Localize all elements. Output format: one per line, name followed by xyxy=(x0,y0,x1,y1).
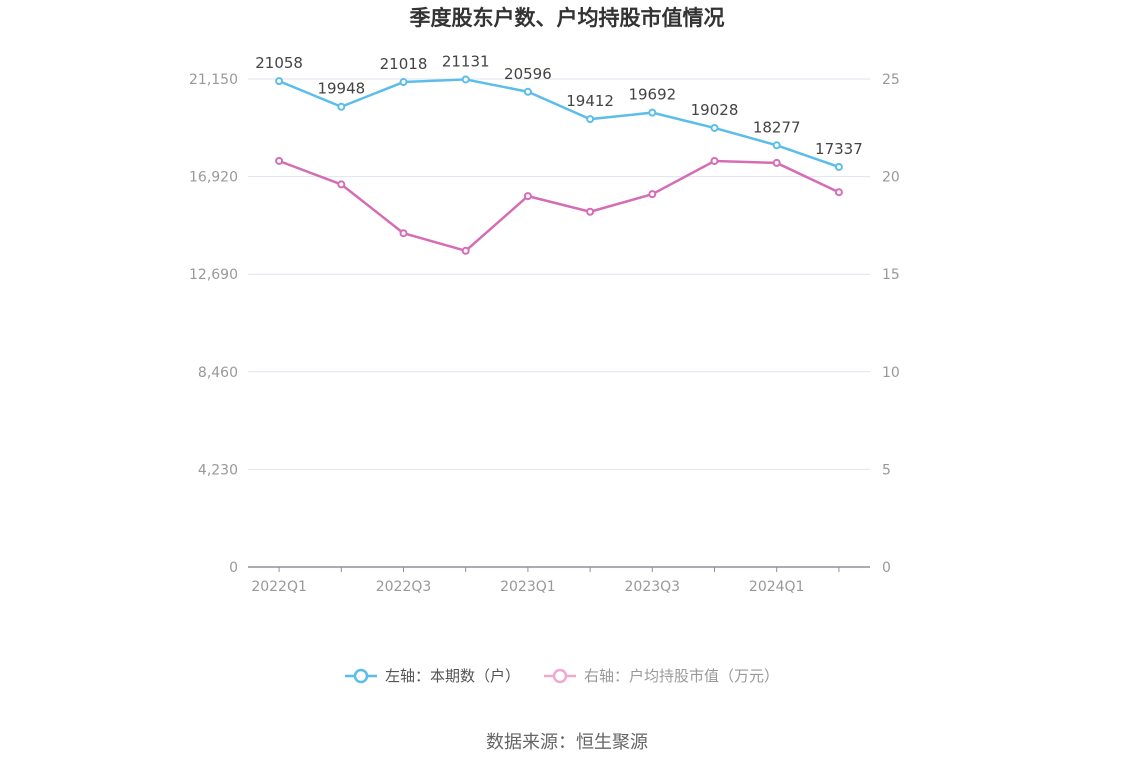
legend-item-1[interactable]: 左轴：本期数（户） xyxy=(345,667,520,685)
legend[interactable]: 左轴：本期数（户） 右轴：户均持股市值（万元） xyxy=(345,667,779,685)
right-tick-label: 5 xyxy=(882,462,891,478)
x-tick-label: 2022Q3 xyxy=(376,579,432,595)
data-label: 19412 xyxy=(566,92,614,110)
data-point[interactable] xyxy=(461,75,470,84)
data-label: 17337 xyxy=(815,140,863,158)
data-point[interactable] xyxy=(834,162,843,171)
series-2 xyxy=(275,156,843,255)
series-line xyxy=(278,78,840,169)
series-layer: 21058 19948 21018 21131 20596 19412 19692 19028… xyxy=(255,52,863,255)
data-label: 21058 xyxy=(255,54,303,72)
data-point[interactable] xyxy=(710,156,719,165)
x-tick-label: 2022Q1 xyxy=(251,579,307,595)
data-point[interactable] xyxy=(834,188,843,197)
legend-item-2[interactable]: 右轴：户均持股市值（万元） xyxy=(544,667,779,685)
legend-swatch-marker xyxy=(552,668,568,684)
data-label: 20596 xyxy=(504,65,552,83)
data-point[interactable] xyxy=(337,180,346,189)
data-point[interactable] xyxy=(710,123,719,132)
right-tick-label: 10 xyxy=(882,365,900,381)
data-point[interactable] xyxy=(337,102,346,111)
data-point[interactable] xyxy=(586,207,595,216)
right-tick-label: 0 xyxy=(882,560,891,576)
legend-label: 右轴：户均持股市值（万元） xyxy=(584,667,779,685)
x-axis: 2022Q1 2022Q3 2023Q1 2023Q3 2024Q1 xyxy=(248,566,870,595)
left-axis: 0 4,230 8,460 12,690 16,920 21,150 xyxy=(189,72,238,576)
data-point[interactable] xyxy=(275,156,284,165)
data-label: 21131 xyxy=(442,52,490,70)
legend-label: 左轴：本期数（户） xyxy=(385,667,520,685)
chart-title: 季度股东户数、户均持股市值情况 xyxy=(410,6,725,30)
right-tick-label: 25 xyxy=(882,72,900,88)
right-tick-label: 15 xyxy=(882,267,900,283)
source-note: 数据来源：恒生聚源 xyxy=(486,732,648,753)
series-1: 21058 19948 21018 21131 20596 19412 19692 19028… xyxy=(255,52,863,171)
data-point[interactable] xyxy=(399,229,408,238)
data-point[interactable] xyxy=(523,192,532,201)
data-point[interactable] xyxy=(523,87,532,96)
left-tick-label: 21,150 xyxy=(189,72,238,88)
data-point[interactable] xyxy=(772,141,781,150)
series-line xyxy=(278,159,840,253)
grid-lines xyxy=(248,78,870,470)
data-label: 21018 xyxy=(380,55,428,73)
left-tick-label: 12,690 xyxy=(189,267,238,283)
x-tick-label: 2024Q1 xyxy=(749,579,805,595)
data-point[interactable] xyxy=(461,246,470,255)
data-point[interactable] xyxy=(275,77,284,86)
x-tick-label: 2023Q3 xyxy=(625,579,681,595)
data-label: 19948 xyxy=(317,80,365,98)
data-point[interactable] xyxy=(648,190,657,199)
data-point[interactable] xyxy=(586,115,595,124)
left-tick-label: 8,460 xyxy=(198,365,238,381)
data-label: 19028 xyxy=(691,101,739,119)
data-label: 19692 xyxy=(628,86,676,104)
right-axis: 0 5 10 15 20 25 xyxy=(882,72,900,576)
right-tick-label: 20 xyxy=(882,170,900,186)
legend-swatch-marker xyxy=(353,668,369,684)
x-tick-label: 2023Q1 xyxy=(500,579,556,595)
data-label: 18277 xyxy=(753,118,801,136)
left-tick-label: 4,230 xyxy=(198,462,238,478)
data-point[interactable] xyxy=(648,108,657,117)
data-point[interactable] xyxy=(399,78,408,87)
left-tick-label: 0 xyxy=(229,560,238,576)
data-point[interactable] xyxy=(772,158,781,167)
left-tick-label: 16,920 xyxy=(189,170,238,186)
